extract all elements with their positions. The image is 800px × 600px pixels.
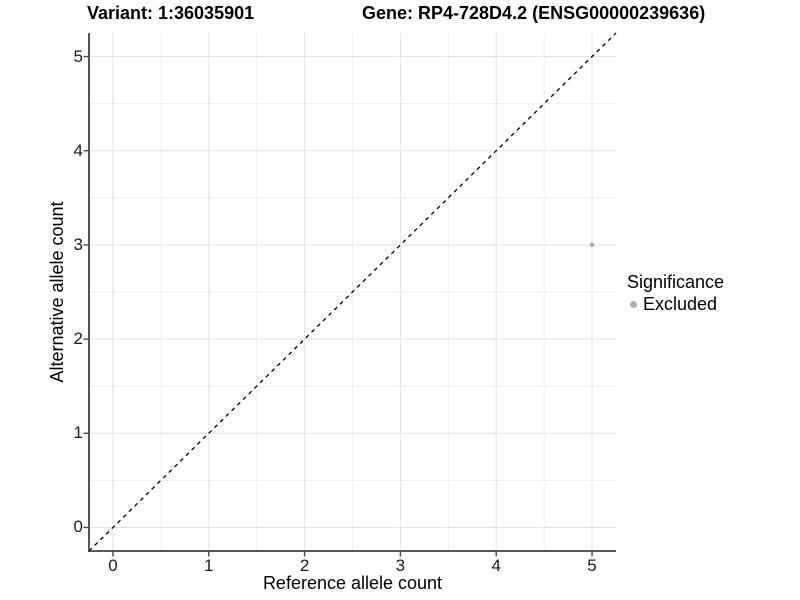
legend-item-excluded: Excluded xyxy=(627,294,724,314)
x-tick-label: 0 xyxy=(108,556,118,575)
x-tick-label: 5 xyxy=(587,556,597,575)
y-tick-label: 5 xyxy=(73,46,83,66)
y-axis-title: Alternative allele count xyxy=(47,201,67,383)
x-tick-label: 1 xyxy=(204,556,214,575)
data-point xyxy=(589,242,595,248)
y-tick-label: 1 xyxy=(73,423,83,443)
legend-title: Significance xyxy=(627,272,725,292)
y-tick-label: 0 xyxy=(73,517,83,537)
legend: Significance Excluded xyxy=(627,272,724,314)
y-tick-label: 4 xyxy=(73,140,83,160)
legend-point-icon xyxy=(630,300,637,308)
y-tick-label: 2 xyxy=(73,329,83,349)
variant-title: Variant: 1:36035901 xyxy=(87,3,255,23)
y-tick-label: 3 xyxy=(73,234,83,254)
x-tick-label: 3 xyxy=(395,556,406,575)
gene-title: Gene: RP4-728D4.2 (ENSG00000239636) xyxy=(362,3,706,23)
identity-dashed-line xyxy=(88,32,617,552)
x-axis-title: Reference allele count xyxy=(262,573,443,593)
x-tick-label: 2 xyxy=(299,556,310,575)
legend-item-label: Excluded xyxy=(643,294,718,314)
x-tick-label: 4 xyxy=(491,556,501,575)
